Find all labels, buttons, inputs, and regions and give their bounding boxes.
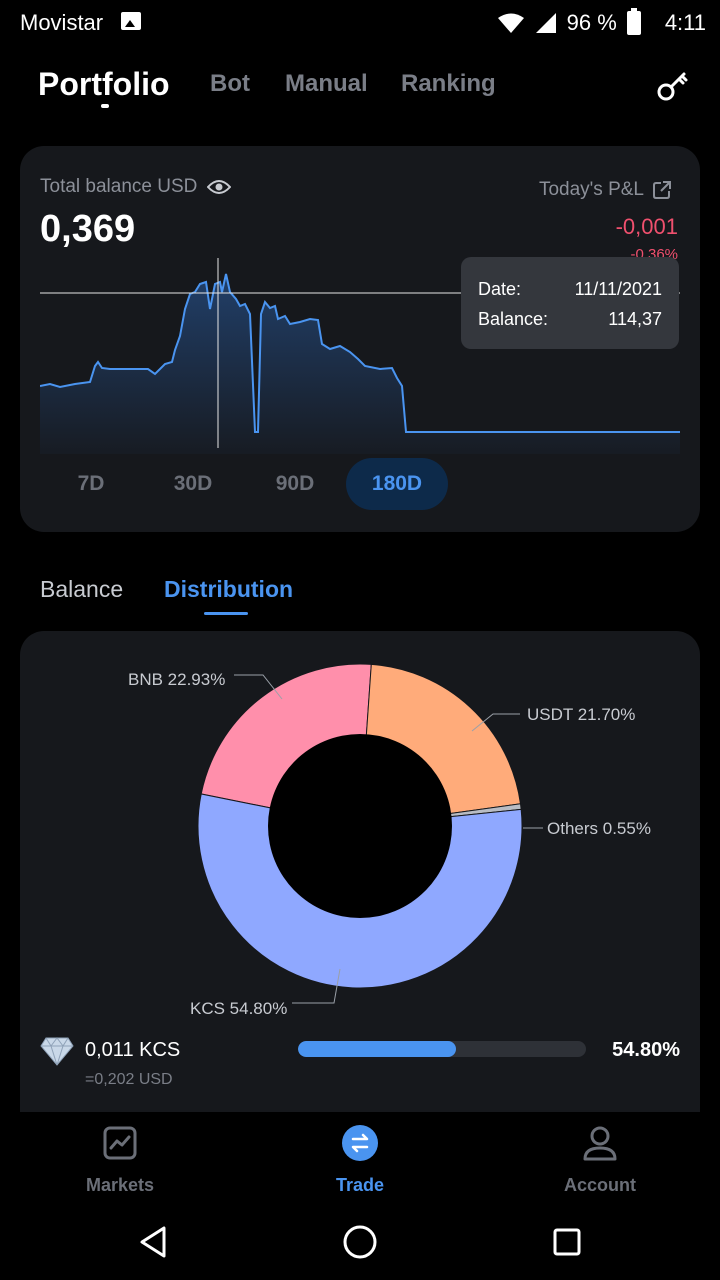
range-tab-180d[interactable]: 180D <box>346 458 448 510</box>
leader-line-bnb <box>234 674 283 700</box>
pnl-label-row[interactable]: Today's P&L <box>539 179 672 201</box>
nav-markets-label: Markets <box>85 1175 155 1195</box>
tooltip-balance-row: Balance: 114,37 <box>478 309 662 330</box>
tab-portfolio[interactable]: Portfolio <box>38 66 170 102</box>
balance-card: Total balance USD 0,369 Today's P&L -0,0… <box>20 146 700 532</box>
image-notification-icon <box>121 12 141 30</box>
asset-usd-value: =0,202 USD <box>85 1071 173 1088</box>
battery-percent: 96 % <box>566 10 617 35</box>
nav-markets[interactable]: Markets <box>40 1124 200 1204</box>
total-balance-label-row: Total balance USD <box>40 176 232 198</box>
tab-ranking[interactable]: Ranking <box>401 70 496 97</box>
label-usdt: USDT 21.70% <box>527 705 636 724</box>
tooltip-date-value: 11/11/2021 <box>574 279 662 299</box>
chart-icon <box>103 1126 137 1160</box>
asset-progress-bar <box>298 1041 586 1057</box>
distribution-donut-chart[interactable] <box>20 631 700 1031</box>
key-icon[interactable] <box>656 70 690 104</box>
chart-tooltip: Date: 11/11/2021 Balance: 114,37 <box>461 257 679 349</box>
range-tab-7d[interactable]: 7D <box>77 472 105 495</box>
kcs-diamond-icon <box>40 1037 74 1066</box>
battery-icon <box>626 8 641 35</box>
section-tab-indicator <box>204 612 248 615</box>
section-tabs: Balance Distribution <box>40 572 440 620</box>
asset-percent: 54.80% <box>612 1039 680 1061</box>
tooltip-balance-label: Balance: <box>478 309 549 329</box>
system-navigation-bar <box>0 1207 720 1280</box>
home-icon[interactable] <box>340 1222 380 1262</box>
asset-amount: 0,011 KCS <box>85 1039 181 1061</box>
label-kcs: KCS 54.80% <box>190 999 288 1018</box>
carrier-name: Movistar <box>20 10 104 35</box>
tab-indicator <box>101 104 109 108</box>
tab-balance[interactable]: Balance <box>40 576 124 602</box>
eye-icon[interactable] <box>207 179 232 195</box>
balance-line <box>40 273 680 433</box>
asset-progress-fill <box>298 1041 456 1057</box>
leader-line-usdt <box>471 713 520 732</box>
distribution-card: BNB 22.93% USDT 21.70% Others 0.55% KCS … <box>20 631 700 1112</box>
tab-distribution[interactable]: Distribution <box>164 576 294 602</box>
clock: 4:11 <box>664 10 706 35</box>
leader-line-kcs <box>292 968 341 1004</box>
tooltip-date-label: Date: <box>478 279 522 299</box>
label-bnb: BNB 22.93% <box>128 670 226 689</box>
pnl-value: -0,001 <box>615 214 678 239</box>
total-balance-value: 0,369 <box>40 208 136 250</box>
tab-manual[interactable]: Manual <box>285 70 368 97</box>
nav-trade[interactable]: Trade <box>280 1124 440 1204</box>
nav-account-label: Account <box>564 1175 636 1195</box>
donut-hole <box>268 734 452 918</box>
back-icon[interactable] <box>134 1222 174 1262</box>
header: Portfolio Bot Manual Ranking <box>0 60 720 116</box>
recents-icon[interactable] <box>547 1222 587 1262</box>
swap-icon <box>342 1125 378 1161</box>
nav-trade-label: Trade <box>335 1175 385 1195</box>
tooltip-date-row: Date: 11/11/2021 <box>478 279 662 300</box>
label-others: Others 0.55% <box>547 819 651 838</box>
asset-row-kcs[interactable]: 0,011 KCS =0,202 USD 54.80% <box>40 1031 680 1095</box>
range-tab-30d[interactable]: 30D <box>173 472 213 495</box>
balance-area-fill <box>40 274 680 454</box>
tab-bot[interactable]: Bot <box>210 70 250 97</box>
bottom-nav: Markets Trade Account <box>0 1112 720 1207</box>
signal-icon <box>535 13 556 33</box>
range-tabs: 7D 30D 90D 180D <box>40 458 540 510</box>
range-tab-90d[interactable]: 90D <box>275 472 315 495</box>
pnl-label: Today's P&L <box>538 179 644 200</box>
nav-account[interactable]: Account <box>520 1124 680 1204</box>
status-bar: Movistar 96 % 4:11 <box>0 0 720 48</box>
pnl-percent: -0,36% <box>630 246 678 260</box>
wifi-icon <box>497 13 524 33</box>
total-balance-label: Total balance USD <box>40 176 198 197</box>
user-icon <box>583 1126 617 1161</box>
tooltip-balance-value: 114,37 <box>608 309 662 329</box>
external-link-icon <box>653 181 671 199</box>
